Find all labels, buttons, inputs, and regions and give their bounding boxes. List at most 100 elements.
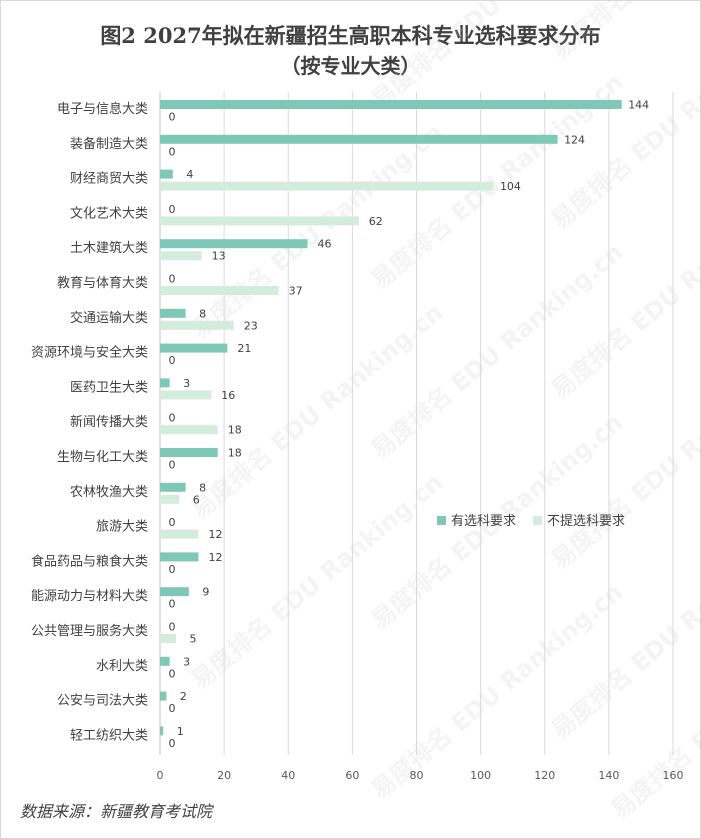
data-label: 8: [199, 307, 206, 320]
category-label: 生物与化工大类: [57, 450, 148, 465]
x-tick-label: 120: [534, 769, 555, 782]
data-label: 0: [169, 273, 176, 286]
bar-without-requirement: [160, 529, 199, 539]
data-label: 3: [183, 655, 190, 668]
data-label: 144: [628, 99, 649, 112]
category-label: 旅游大类: [96, 520, 148, 535]
bar-with-requirement: [160, 656, 170, 666]
chart-subtitle: （按专业大类）: [280, 54, 421, 78]
data-label: 37: [289, 285, 303, 298]
category-label: 食品药品与粮食大类: [31, 553, 148, 569]
bar-without-requirement: [160, 251, 202, 261]
data-label: 0: [169, 203, 176, 216]
bars-layer: [160, 100, 622, 736]
bar-with-requirement: [160, 308, 186, 318]
data-label: 1: [177, 725, 184, 738]
data-label: 0: [169, 598, 176, 611]
data-label: 0: [169, 516, 176, 529]
x-tick-label: 100: [470, 769, 491, 782]
category-label: 农林牧渔大类: [70, 485, 148, 500]
data-label: 0: [169, 111, 176, 124]
data-label: 0: [169, 563, 176, 576]
x-tick-label: 140: [598, 769, 619, 782]
grid-lines: 0 20 40 60 80 100 120 140 160: [157, 92, 684, 782]
chart-title: 图2 2027年拟在新疆招生高职本科专业选科要求分布: [100, 23, 601, 48]
category-label: 装备制造大类: [70, 136, 148, 152]
category-label: 电子与信息大类: [57, 101, 148, 117]
data-label: 13: [212, 250, 226, 263]
legend-swatch: [533, 516, 542, 525]
bar-with-requirement: [160, 587, 189, 597]
data-label: 16: [221, 389, 235, 402]
data-label: 46: [317, 238, 331, 251]
bar-without-requirement: [160, 216, 359, 226]
category-label: 水利大类: [96, 659, 148, 674]
data-label: 0: [169, 354, 176, 367]
bar-with-requirement: [160, 448, 218, 457]
data-label: 3: [183, 377, 190, 390]
bar-with-requirement: [160, 378, 170, 388]
legend-label: 不提选科要求: [547, 513, 625, 529]
category-label: 公安与司法大类: [57, 694, 148, 709]
x-tick-label: 80: [410, 769, 424, 782]
legend: 有选科要求 不提选科要求: [437, 513, 625, 529]
data-label: 0: [169, 702, 176, 715]
data-label: 21: [237, 342, 251, 355]
bar-without-requirement: [160, 634, 177, 643]
watermark-text: 易度排名 EDU Ranking.cn: [546, 0, 701, 65]
bar-without-requirement: [160, 286, 279, 295]
data-label: 0: [169, 145, 176, 158]
data-label: 5: [190, 633, 197, 646]
data-label: 18: [228, 447, 242, 460]
bar-with-requirement: [160, 343, 228, 353]
bar-with-requirement: [160, 726, 164, 736]
category-label: 新闻传播大类: [70, 414, 148, 430]
data-label: 8: [199, 481, 206, 494]
bar-with-requirement: [160, 691, 167, 701]
x-tick-label: 160: [663, 769, 684, 782]
bar-with-requirement: [160, 239, 308, 249]
bar-without-requirement: [160, 320, 234, 330]
bar-without-requirement: [160, 181, 494, 191]
data-label: 9: [202, 586, 209, 599]
category-label: 医药卫生大类: [70, 380, 148, 395]
bar-without-requirement: [160, 390, 212, 400]
bar-with-requirement: [160, 134, 558, 144]
category-label: 教育与体育大类: [57, 275, 148, 291]
category-label: 文化艺术大类: [70, 206, 148, 221]
category-label: 轻工纺织大类: [70, 728, 148, 743]
legend-label: 有选科要求: [451, 514, 516, 529]
category-label: 公共管理与服务大类: [31, 623, 148, 639]
data-label: 23: [244, 319, 258, 332]
data-label: 124: [564, 133, 585, 146]
data-label: 0: [169, 667, 176, 680]
category-label: 财经商贸大类: [70, 172, 148, 187]
bar-without-requirement: [160, 494, 180, 504]
bar-with-requirement: [160, 482, 186, 492]
bar-with-requirement: [160, 169, 173, 179]
bar-without-requirement: [160, 425, 218, 435]
x-tick-label: 0: [157, 769, 164, 782]
data-label: 0: [169, 459, 176, 472]
data-label: 12: [208, 528, 222, 541]
source-note: 数据来源：新疆教育考试院: [20, 802, 213, 821]
watermark-text: 易度排名 EDU Ranking.cn: [186, 118, 448, 345]
data-label: 6: [193, 493, 200, 506]
x-tick-label: 40: [281, 769, 295, 782]
data-label: 4: [186, 168, 193, 181]
x-tick-label: 20: [217, 769, 231, 782]
data-label: 104: [500, 180, 521, 193]
category-label: 土木建筑大类: [70, 240, 148, 256]
bar-with-requirement: [160, 552, 199, 562]
data-label: 2: [180, 690, 187, 703]
category-label: 资源环境与安全大类: [31, 345, 148, 361]
data-label: 62: [369, 215, 383, 228]
data-label: 0: [169, 737, 176, 750]
data-label: 12: [208, 551, 222, 564]
data-label: 0: [169, 621, 176, 634]
x-tick-label: 60: [345, 769, 359, 782]
data-label: 18: [228, 424, 242, 437]
